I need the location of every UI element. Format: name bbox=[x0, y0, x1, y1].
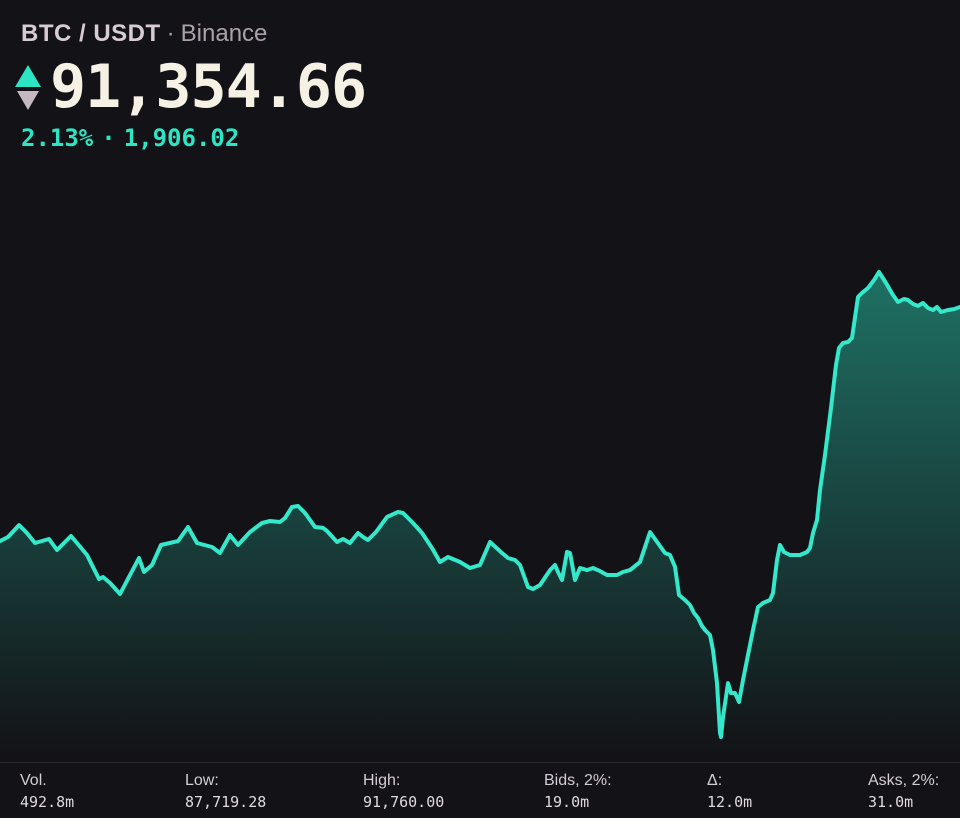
change-row: 2.13% · 1,906.02 bbox=[21, 125, 366, 151]
price-area bbox=[0, 272, 960, 762]
last-price: 91,354.66 bbox=[50, 52, 367, 122]
stat-low: Low: 87,719.28 bbox=[185, 771, 363, 818]
price-chart bbox=[0, 270, 960, 762]
header: BTC / USDT · Binance 91,354.66 2.13% · 1,906… bbox=[14, 20, 367, 151]
stat-bids: Bids, 2%: 19.0m bbox=[544, 771, 707, 818]
stat-value: 492.8m bbox=[20, 793, 75, 811]
change-separator-dot: · bbox=[101, 124, 116, 152]
stat-value: 87,719.28 bbox=[185, 793, 267, 811]
stat-label: Bids, 2%: bbox=[544, 772, 612, 789]
pair-separator-dot: · bbox=[166, 20, 175, 47]
price-row: 91,354.66 bbox=[14, 52, 367, 122]
stats-bar: Vol. 492.8m Low: 87,719.28 High: 91,760.… bbox=[0, 762, 960, 818]
stat-label: Δ: bbox=[707, 772, 723, 789]
stat-delta: Δ: 12.0m bbox=[707, 771, 868, 818]
stat-value: 12.0m bbox=[707, 793, 753, 811]
price-line bbox=[0, 270, 960, 739]
price-direction-arrows bbox=[14, 64, 42, 110]
stat-high: High: 91,760.00 bbox=[363, 771, 544, 818]
pair-row: BTC / USDT · Binance bbox=[21, 20, 366, 48]
exchange-name: Binance bbox=[180, 20, 268, 47]
stat-label: High: bbox=[363, 772, 401, 789]
stat-label: Vol. bbox=[20, 772, 47, 789]
stat-volume: Vol. 492.8m bbox=[20, 771, 185, 818]
up-triangle-icon bbox=[15, 64, 41, 87]
stat-asks: Asks, 2%: 31.0m bbox=[868, 771, 960, 818]
stat-label: Asks, 2%: bbox=[868, 772, 940, 789]
pair-title: BTC / USDT bbox=[21, 20, 161, 47]
stat-value: 31.0m bbox=[868, 793, 914, 811]
stat-value: 91,760.00 bbox=[363, 793, 445, 811]
stat-value: 19.0m bbox=[544, 793, 590, 811]
change-percent: 2.13% bbox=[21, 124, 94, 152]
change-absolute: 1,906.02 bbox=[123, 124, 240, 152]
down-triangle-icon bbox=[17, 90, 39, 110]
stat-label: Low: bbox=[185, 772, 219, 789]
